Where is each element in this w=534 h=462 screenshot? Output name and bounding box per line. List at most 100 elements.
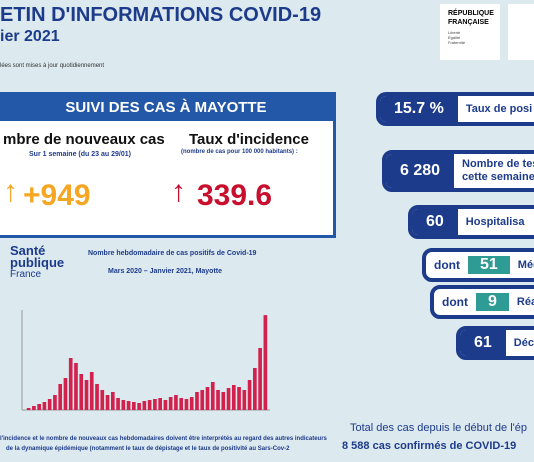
bar (189, 397, 194, 410)
label-text: Méde (517, 258, 534, 271)
indicator: dont 9 Réani (430, 285, 534, 319)
indicator: 61 Décès (456, 326, 534, 360)
source: Santé publique France (10, 243, 65, 281)
bar (42, 402, 47, 410)
bar (37, 404, 41, 410)
bar (110, 392, 115, 410)
title: ETIN D'INFORMATIONS COVID-19 (0, 4, 322, 26)
label: Taux d'incidence (189, 131, 309, 148)
footnote: de la dynamique épidémique (notamment le… (6, 446, 290, 452)
bar (137, 403, 141, 410)
value: 60 (412, 209, 458, 235)
logo-motto: Liberté Égalité Fraternité (448, 30, 466, 45)
logo-2 (508, 4, 534, 60)
label-text: cette semaine (462, 171, 534, 183)
indicator: 15.7 % Taux de posi (376, 92, 534, 126)
value: 61 (460, 330, 506, 356)
source-text: Santé (10, 243, 46, 258)
label: mbre de nouveaux cas (3, 131, 165, 148)
chart-title: Nombre hebdomadaire de cas positifs de C… (88, 250, 257, 257)
label: Décès (506, 337, 534, 350)
bar (158, 398, 162, 410)
bar (263, 315, 268, 410)
bar (132, 402, 136, 410)
label: Nombre de testcette semaine (454, 158, 534, 184)
card-title: SUIVI DES CAS À MAYOTTE (0, 95, 333, 121)
arrow: ↑ (171, 175, 186, 208)
sub: (nombre de cas pour 100 000 habitants) : (181, 149, 298, 155)
chart-subtitle: Mars 2020 – Janvier 2021, Mayotte (108, 268, 223, 275)
bar (247, 380, 252, 410)
bar (253, 368, 257, 410)
logo-text: RÉPUBLIQUE (448, 10, 494, 17)
bar (231, 385, 236, 410)
bar (168, 397, 173, 410)
label: Hospitalisa (458, 216, 525, 229)
value: 15.7 % (380, 96, 458, 122)
bar (153, 399, 157, 410)
bar (142, 401, 147, 410)
date: ier 2021 (0, 28, 60, 45)
bar (63, 378, 68, 410)
bar (237, 387, 241, 410)
bar (205, 387, 210, 410)
bar (105, 395, 110, 410)
bar (32, 406, 36, 410)
bar (100, 390, 105, 410)
prefix: dont (442, 294, 468, 309)
value: 9 (476, 292, 509, 312)
bar (174, 395, 178, 410)
indicator: dont 51 Méde (422, 248, 534, 282)
card: SUIVI DES CAS À MAYOTTE mbre de nouveaux… (0, 92, 336, 238)
prefix: dont (434, 257, 460, 272)
label-text: Taux de posi (465, 102, 533, 115)
bar (258, 348, 262, 410)
bar (242, 390, 247, 410)
value: 51 (468, 255, 510, 275)
bar (200, 390, 205, 410)
bar (74, 363, 78, 410)
total: 8 588 cas confirmés de COVID-19 (342, 440, 517, 452)
footnote: l'incidence et le nombre de nouveaux cas… (0, 436, 327, 442)
bar (216, 390, 220, 410)
bar (58, 384, 63, 410)
value: +949 (23, 179, 91, 212)
bar (121, 400, 126, 410)
label: Taux de posi (458, 103, 532, 116)
sub: Sur 1 semaine (du 23 au 29/01) (29, 151, 131, 158)
source-text: publique (10, 255, 65, 270)
bar (163, 400, 168, 410)
bar (195, 392, 199, 410)
indicator: 60 Hospitalisa (408, 205, 534, 239)
logo: RÉPUBLIQUE FRANÇAISE Liberté Égalité Fra… (440, 4, 500, 60)
label: Réani (509, 296, 534, 309)
bar (84, 380, 89, 410)
bar (179, 398, 184, 410)
value: 6 280 (386, 154, 455, 188)
arrow: ↑ (3, 175, 18, 208)
bar (210, 382, 215, 410)
bar (53, 395, 57, 410)
bar (147, 400, 152, 410)
bar (79, 374, 84, 410)
label-text: Décès (513, 336, 534, 349)
value: 339.6 (197, 179, 273, 212)
bar (68, 358, 73, 410)
chart (21, 310, 270, 411)
label-text: Nombre de test (462, 158, 534, 170)
bar (221, 392, 226, 410)
bar (95, 384, 99, 410)
label-text: Hospitalisa (465, 215, 525, 228)
bar (47, 399, 52, 410)
bar (116, 398, 120, 410)
bar (226, 388, 231, 410)
bar (89, 372, 94, 410)
total: Total des cas depuis le début de l'ép (350, 422, 527, 434)
bar (26, 408, 31, 410)
bar (184, 399, 189, 410)
label-text: Réani (516, 295, 534, 308)
bar (126, 401, 131, 410)
logo-text: FRANÇAISE (448, 19, 489, 26)
